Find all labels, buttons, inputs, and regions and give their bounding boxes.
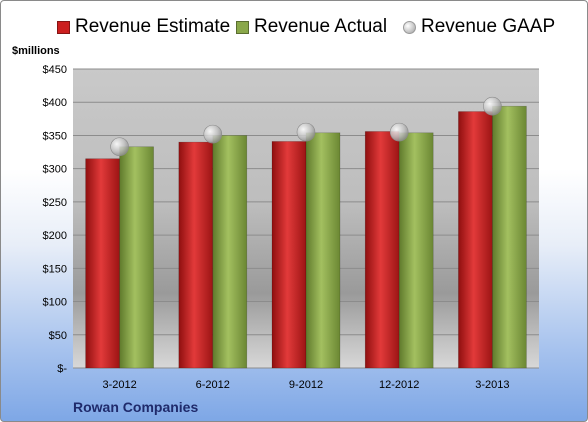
x-tick-label: 3-2012 (102, 379, 136, 391)
marker-revenue-gaap (296, 122, 316, 142)
marker-revenue-gaap (110, 137, 129, 157)
legend-label-estimate: Revenue Estimate (75, 16, 231, 37)
bar-revenue-actual (398, 132, 434, 369)
legend-item-actual: Revenue Actual (236, 13, 387, 41)
y-tick-label: $300 (43, 164, 67, 176)
x-tick-label: 9-2012 (289, 379, 323, 391)
bars (85, 105, 527, 369)
bar-revenue-actual (212, 135, 248, 369)
marker-revenue-gaap (203, 124, 223, 144)
y-tick-label: $150 (43, 263, 67, 275)
y-axis-label: $millions (12, 45, 60, 57)
y-axis-ticks: $- $50 $100 $150 $200 $250 $300 $350 $400 $450 (43, 64, 68, 375)
y-tick-label: $200 (43, 230, 67, 242)
legend-item-estimate: Revenue Estimate (57, 13, 230, 41)
bar-revenue-actual (492, 105, 527, 369)
y-tick-label: $350 (43, 130, 67, 142)
legend-swatch-estimate (57, 20, 70, 34)
y-tick-label: $400 (43, 97, 67, 109)
bar-revenue-estimate (364, 131, 400, 369)
company-name: Rowan Companies (73, 399, 199, 415)
bar-revenue-actual (305, 132, 341, 369)
x-tick-label: 6-2012 (196, 379, 230, 391)
legend-label-gaap: Revenue GAAP (421, 16, 556, 37)
y-tick-label: $50 (49, 330, 67, 342)
x-axis-ticks: 3-2012 6-2012 9-2012 12-2012 3-2013 (102, 379, 509, 391)
bar-revenue-estimate (271, 141, 307, 369)
legend-item-gaap: Revenue GAAP (403, 13, 555, 41)
x-tick-label: 12-2012 (379, 379, 419, 391)
legend: Revenue Estimate Revenue Actual Revenue … (1, 13, 587, 41)
gaap-markers (110, 96, 502, 157)
y-tick-label: $100 (43, 297, 67, 309)
bar-revenue-estimate (458, 111, 493, 369)
bar-revenue-estimate (178, 141, 214, 369)
bar-revenue-estimate (85, 158, 120, 369)
x-tick-label: 3-2013 (475, 379, 509, 391)
y-tick-label: $450 (43, 64, 67, 76)
legend-label-actual: Revenue Actual (254, 16, 388, 37)
legend-swatch-actual (236, 20, 249, 34)
marker-revenue-gaap (483, 96, 502, 116)
bar-revenue-actual (119, 146, 154, 369)
marker-revenue-gaap (389, 122, 409, 142)
y-tick-label: $250 (43, 197, 67, 209)
legend-swatch-gaap (403, 20, 416, 34)
y-tick-label: $- (57, 363, 67, 375)
